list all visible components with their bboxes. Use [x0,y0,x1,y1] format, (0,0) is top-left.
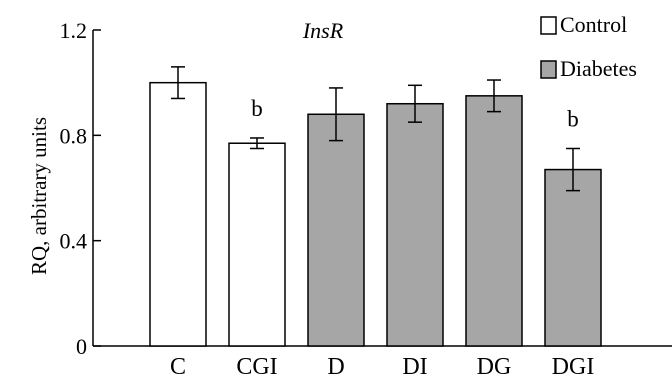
x-tick-label-dg: DG [477,354,512,378]
legend-swatch-control [540,16,557,35]
x-tick-label-di: DI [402,354,427,378]
y-axis-label: RQ, arbitrary units [27,117,51,275]
y-tick-label: 0.4 [60,229,88,254]
significance-label: b [251,96,263,121]
x-ticks: C CGI D DI DG DGI [170,354,594,378]
y-tick-label: 1.2 [60,18,88,43]
legend-label-diabetes: Diabetes [560,56,637,81]
chart-title: InsR [302,18,344,43]
bar-d [307,113,365,347]
bar-dg [465,95,523,347]
bar-di [386,102,444,347]
x-tick-label-dgi: DGI [552,354,595,378]
y-tick-label: 0 [76,334,87,359]
x-tick-label-d: D [327,354,344,378]
y-tick-label: 0.8 [60,123,88,148]
bar-cgi [228,142,286,347]
legend: Control Diabetes [540,12,637,81]
y-ticks: 0 0.4 0.8 1.2 [60,18,101,359]
significance-label: b [567,107,579,132]
legend-swatch-diabetes [540,60,557,79]
x-tick-label-c: C [170,354,186,378]
bar-dgi [544,168,602,347]
bar-c [149,81,207,347]
legend-label-control: Control [560,12,627,37]
x-tick-label-cgi: CGI [236,354,277,378]
